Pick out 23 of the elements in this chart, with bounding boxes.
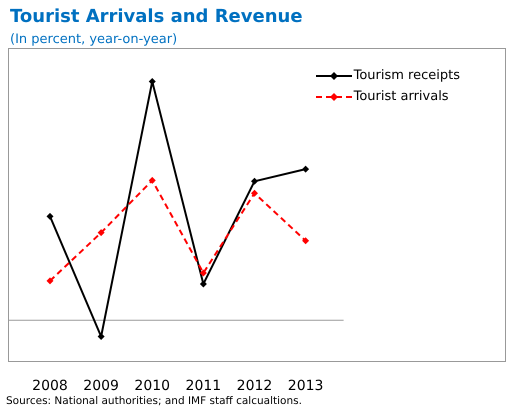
point	[98, 229, 105, 236]
source-note: Sources: National authorities; and IMF staff calcualtions.	[6, 395, 302, 407]
x-tick-label: 2008	[32, 378, 68, 394]
x-tick-label: 2013	[288, 378, 324, 394]
point	[250, 190, 258, 197]
chart-subtitle: (In percent, year-on-year)	[10, 32, 178, 47]
point	[148, 176, 156, 184]
chart-title: Tourist Arrivals and Revenue	[10, 6, 303, 27]
point	[250, 178, 258, 185]
point	[200, 269, 207, 276]
point	[302, 166, 310, 173]
legend-label: Tourism receipts	[354, 68, 460, 83]
x-tick-label: 2009	[83, 378, 119, 394]
point	[98, 333, 105, 340]
point	[46, 277, 54, 284]
point	[302, 237, 310, 244]
legend-label: Tourist arrivals	[354, 89, 449, 104]
point	[200, 280, 207, 288]
x-tick-label: 2011	[186, 378, 222, 394]
point	[46, 212, 54, 220]
x-tick-label: 2010	[134, 378, 170, 394]
x-tick-label: 2012	[236, 378, 272, 394]
point	[148, 78, 156, 85]
